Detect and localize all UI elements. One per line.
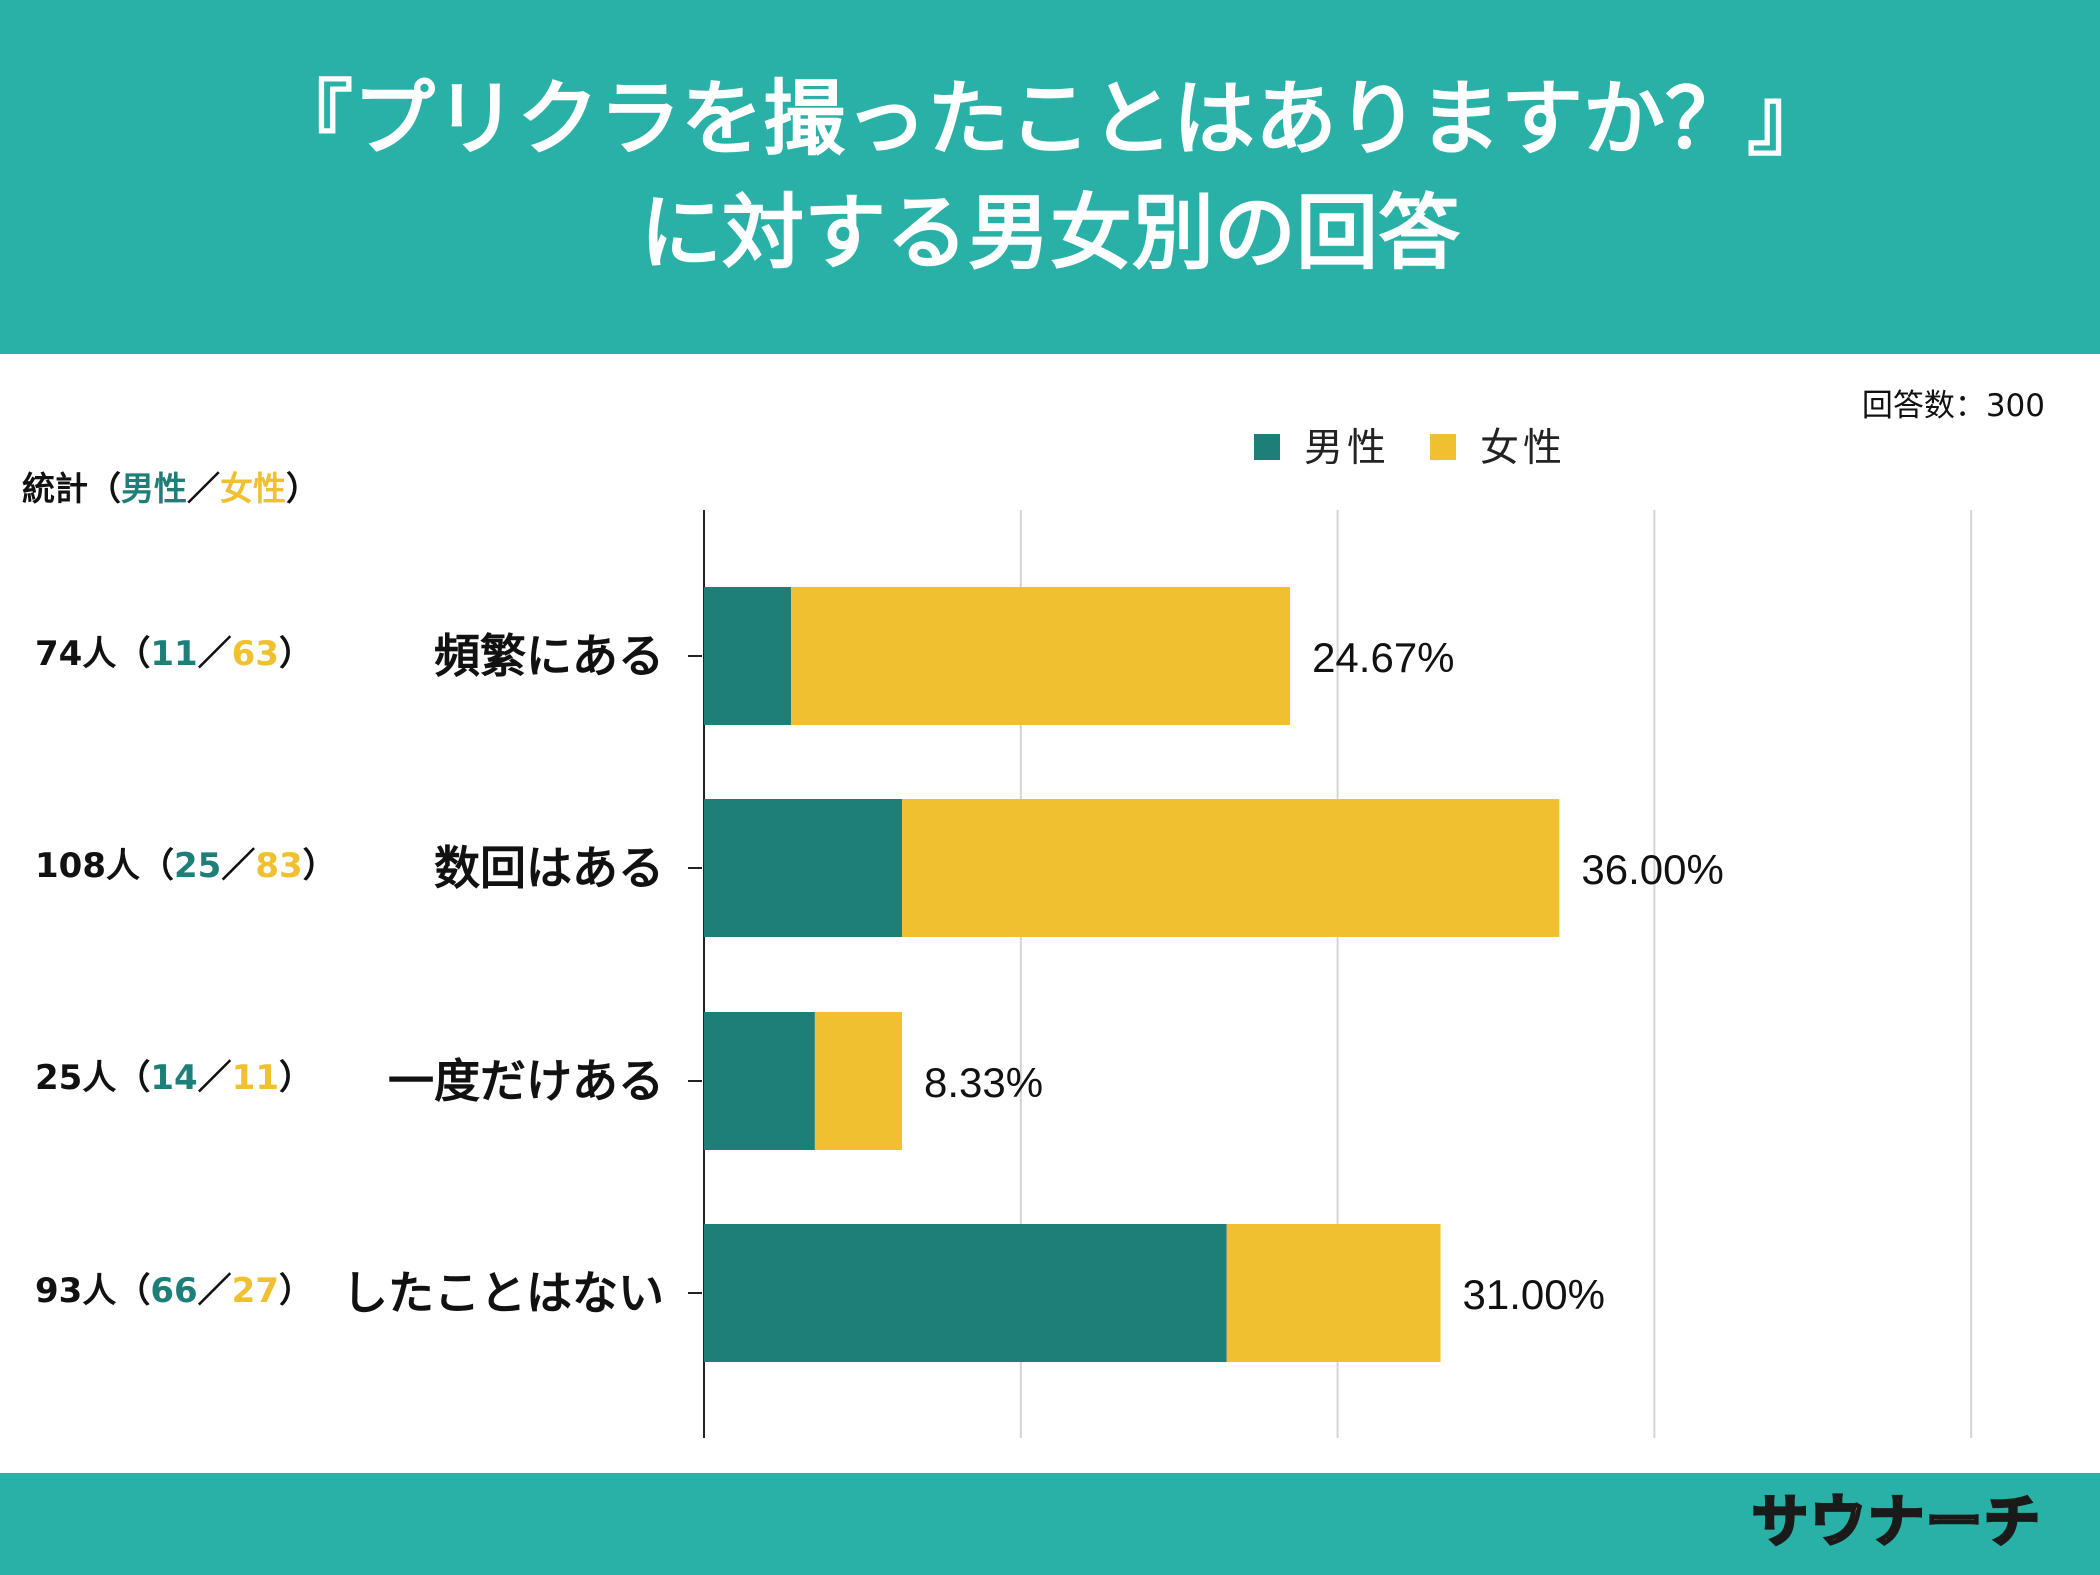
brand-logo: サウナーチ [1751, 1489, 2042, 1557]
stat-close: ） [302, 846, 337, 886]
data-label: 24.67% [1312, 634, 1454, 681]
stat-total: 108人 [35, 846, 140, 886]
footer-banner: サウナーチ [0, 1473, 2100, 1575]
stat-sep: ／ [221, 846, 256, 886]
chart-title-line-1: 『プリクラを撮ったことはありますか？』 [270, 72, 1829, 167]
stats-header-prefix: 統計（ [22, 469, 121, 508]
stat-male: 25 [173, 846, 222, 886]
stat-female: 27 [231, 1271, 279, 1311]
data-label: 31.00% [1463, 1271, 1605, 1318]
stat-sep: ／ [197, 1271, 232, 1311]
stats-header: 統計（男性／女性） [22, 466, 319, 512]
stat-total: 93人 [35, 1271, 117, 1311]
data-label: 8.33% [924, 1059, 1043, 1106]
header-banner: 『プリクラを撮ったことはありますか？』 に対する男女別の回答 [0, 0, 2100, 354]
stat-open: （ [139, 846, 174, 886]
legend-swatch [1254, 434, 1280, 460]
stat-female: 11 [231, 1058, 279, 1098]
stat-row: 108人（25／83） [35, 843, 337, 889]
stat-sep: ／ [197, 1058, 232, 1098]
bar-male [704, 1012, 815, 1150]
bar-female [1226, 1224, 1441, 1362]
stat-total: 74人 [35, 634, 117, 674]
stats-header-male: 男性 [121, 469, 187, 508]
stat-close: ） [278, 1271, 313, 1311]
category-label: 一度だけある [388, 1054, 664, 1108]
bar-male [704, 587, 792, 725]
category-label: 数回はある [434, 841, 664, 895]
stat-open: （ [116, 1058, 151, 1098]
stat-row: 93人（66／27） [35, 1268, 313, 1314]
legend-label: 女性 [1480, 426, 1566, 471]
stat-male: 14 [150, 1058, 198, 1098]
stat-female: 83 [255, 846, 303, 886]
stat-female: 63 [231, 634, 279, 674]
chart-title-line-2: に対する男女別の回答 [639, 186, 1460, 281]
bar-female [902, 799, 1560, 937]
stats-header-female: 女性 [220, 469, 286, 508]
stacked-bar-chart: 頻繁にある 24.67% 数回はある 36.00% 一度だけある 8.33% したことはない… [342, 426, 1973, 1438]
bar-female [791, 587, 1291, 725]
stat-open: （ [116, 1271, 151, 1311]
stat-close: ） [278, 1058, 313, 1098]
stat-open: （ [116, 634, 151, 674]
stat-row: 25人（14／11） [35, 1055, 313, 1101]
respondent-count: 回答数：300 [1861, 388, 2045, 424]
bar-male [704, 799, 902, 937]
stats-header-suffix: ） [286, 469, 319, 508]
legend-label: 男性 [1304, 426, 1390, 471]
stat-male: 11 [150, 634, 198, 674]
stat-row: 74人（11／63） [35, 631, 313, 677]
bar-male [704, 1224, 1227, 1362]
stat-male: 66 [150, 1271, 198, 1311]
legend-swatch [1430, 434, 1456, 460]
data-label: 36.00% [1581, 846, 1723, 893]
stat-sep: ／ [197, 634, 232, 674]
bar-female [814, 1012, 902, 1150]
category-label: したことはない [342, 1266, 664, 1320]
stat-close: ） [278, 634, 313, 674]
category-label: 頻繁にある [434, 629, 664, 683]
stat-total: 25人 [35, 1058, 117, 1098]
stats-header-sep: ／ [187, 469, 220, 508]
